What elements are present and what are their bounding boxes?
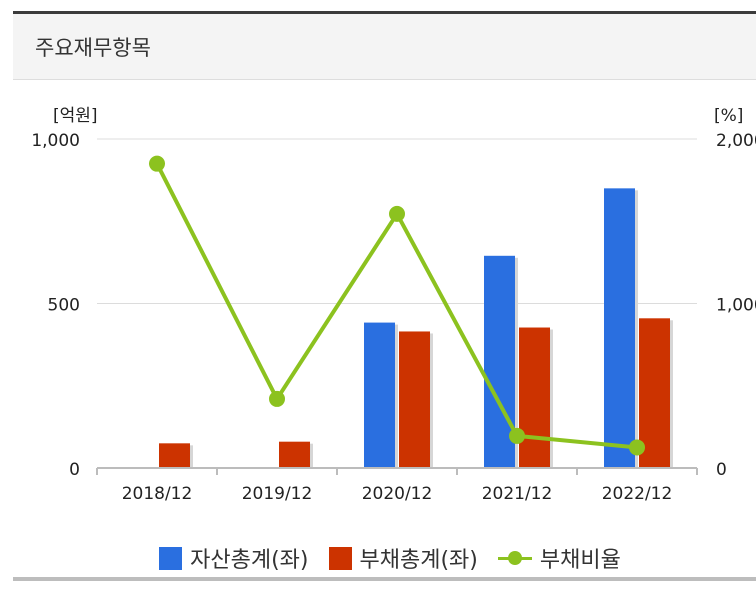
header-top-border [13,11,756,14]
x-tick-label-2021/12: 2021/12 [482,484,553,504]
bar-liabilities-2018/12 [159,443,190,468]
legend: 자산총계(좌) 부채총계(좌) 부채비율 [0,540,756,576]
bar-liabilities-2019/12 [279,441,310,468]
bars-group [159,188,673,468]
point-debt-ratio-2020/12 [389,205,405,222]
left-axis-unit: [억원] [53,106,98,126]
axes-group: 2018/12 2019/12 2020/12 2021/12 2022/12 0 500 1… [31,106,756,504]
legend-swatch-liabilities [328,546,352,570]
legend-label-liabilities: 부채총계(좌) [359,548,478,573]
right-tick-label-0: 0 [716,460,727,480]
x-tick-label-2018/12: 2018/12 [122,484,193,504]
right-tick-label-1000: 1,000 [716,296,756,316]
bar-liabilities-2022/12 [639,318,670,468]
right-axis-unit: [%] [714,106,743,126]
legend-label-assets: 자산총계(좌) [190,548,309,573]
section-title: 주요재무항목 [35,36,151,60]
bar-liabilities-2020/12 [399,331,430,468]
left-tick-label-1000: 1,000 [31,131,80,151]
legend-swatch-assets [159,546,183,570]
line-series-group [149,155,645,456]
grid-lines [97,138,697,304]
point-debt-ratio-2018/12 [149,155,165,172]
x-tick-label-2020/12: 2020/12 [362,484,433,504]
legend-swatch-debt-ratio [497,547,532,570]
legend-item-assets[interactable]: 자산총계(좌) [159,542,309,574]
legend-item-debt-ratio[interactable]: 부채비율 [497,542,621,574]
left-tick-label-500: 500 [48,296,80,316]
left-tick-label-0: 0 [69,460,80,480]
point-debt-ratio-2021/12 [509,427,525,444]
section-bottom-border [13,577,756,581]
bar-assets-2022/12 [604,188,635,468]
right-tick-label-2000: 2,000 [716,131,756,151]
bar-assets-2020/12 [364,322,395,468]
section-header: 주요재무항목 [13,14,756,80]
bar-liabilities-2021/12 [519,327,550,468]
point-debt-ratio-2022/12 [629,439,645,456]
legend-label-debt-ratio: 부채비율 [539,548,621,573]
point-debt-ratio-2019/12 [269,390,285,407]
x-tick-label-2019/12: 2019/12 [242,484,313,504]
legend-item-liabilities[interactable]: 부채총계(좌) [328,542,478,574]
x-tick-label-2022/12: 2022/12 [602,484,673,504]
